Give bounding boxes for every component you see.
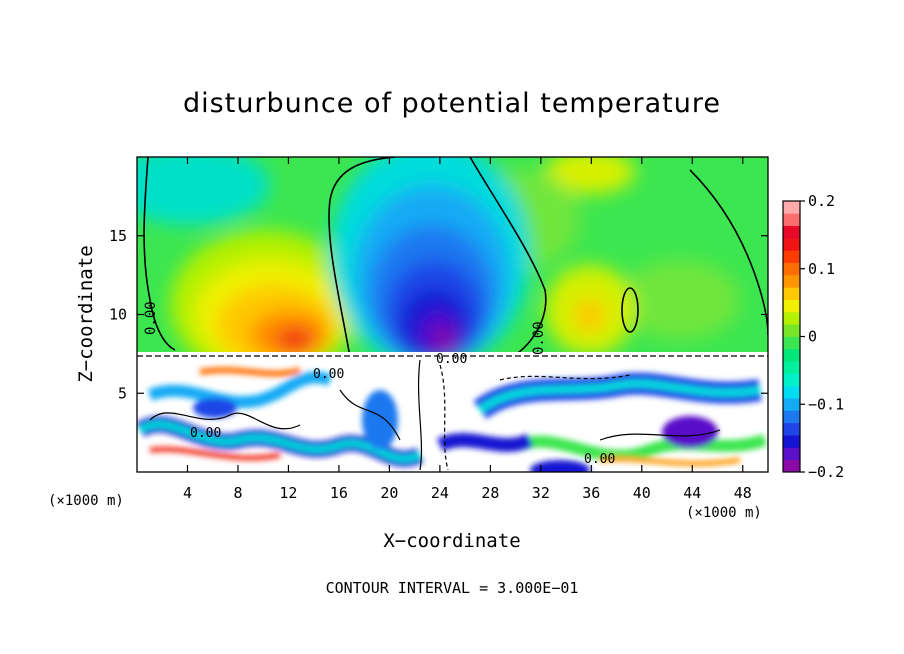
turb-band [199, 367, 301, 377]
z-tick-label: 10 [109, 306, 127, 324]
interface-band [137, 352, 768, 357]
turb-band [149, 446, 281, 461]
x-unit-label: (×1000 m) [48, 493, 124, 509]
plot-area: 0.00 0.00 0.00 0.00 0.00 0.00 4 8 12 16 20 24… [109, 156, 769, 502]
turb-blob [530, 460, 590, 472]
z-tick-label: 15 [109, 227, 127, 245]
x-tick-label: 24 [431, 484, 449, 502]
warm-peak [277, 328, 313, 352]
upper-field [137, 157, 768, 357]
x-tick-label: 16 [330, 484, 348, 502]
colorbar: 0.2 0.1 0 −0.1 −0.2 [782, 192, 844, 481]
colorbar-swatch [783, 287, 800, 300]
contour-label: 0.00 [313, 367, 344, 382]
chart-title: disturbunce of potential temperature [183, 88, 721, 119]
x-tick-label: 48 [734, 484, 752, 502]
colorbar-swatch [783, 373, 800, 387]
cold-core [435, 330, 455, 354]
lower-field [137, 357, 768, 472]
x-tick-label: 20 [380, 484, 398, 502]
yellow-patch-top [545, 157, 635, 194]
contour-line [143, 157, 176, 351]
colorbar-swatch [783, 348, 800, 362]
colorbar-swatch [783, 274, 800, 288]
colorbar-swatch [783, 324, 800, 337]
contour-label: 0.00 [190, 426, 221, 441]
turb-band [477, 379, 761, 414]
x-axis: 4 8 12 16 20 24 28 32 36 40 44 48 [183, 157, 752, 502]
z-axis: 5 10 15 [109, 227, 768, 402]
z-axis-title: Z−coordinate [75, 245, 97, 382]
colorbar-swatch [783, 361, 800, 374]
turb-band [517, 434, 767, 462]
colorbar-swatch [783, 422, 800, 436]
colorbar-swatch [783, 250, 800, 263]
colorbar-swatch [783, 447, 800, 461]
colorbar-swatch [783, 459, 800, 473]
colorbar-swatch [783, 385, 800, 399]
colorbar-swatch [783, 201, 800, 214]
contour-label: 0.00 [436, 352, 467, 367]
turb-blob [193, 398, 237, 418]
colorbar-swatch [783, 398, 800, 411]
colorbar-swatch [783, 410, 800, 424]
colorbar-tick-label: −0.2 [808, 463, 844, 481]
colorbar-swatch [783, 336, 800, 350]
colorbar-swatch [783, 299, 800, 313]
colorbar-tick-label: −0.1 [808, 395, 844, 413]
turb-blob [662, 416, 718, 448]
contour-interval-footer: CONTOUR INTERVAL = 3.000E−01 [326, 579, 579, 597]
contour-line [149, 412, 301, 430]
colorbar-tick-label: 0.2 [808, 192, 835, 210]
warm-right-core [574, 299, 606, 331]
x-tick-label: 4 [183, 484, 192, 502]
contour-line [339, 389, 401, 441]
contour-line [689, 169, 768, 336]
contour-line [417, 359, 423, 471]
colorbar-swatch [783, 213, 800, 227]
x-tick-label: 8 [233, 484, 242, 502]
z-tick-label: 5 [118, 384, 127, 402]
turb-band [138, 420, 422, 463]
colorbar-swatch [783, 262, 800, 276]
z-unit-label: (×1000 m) [686, 505, 762, 521]
contour-label: 0.00 [531, 321, 547, 355]
contour-line [328, 157, 396, 357]
x-tick-label: 32 [532, 484, 550, 502]
colorbar-swatch [783, 237, 800, 251]
contour-label: 0.00 [584, 452, 615, 467]
turb-blob [362, 390, 398, 450]
contour-line [621, 287, 639, 333]
contour-line [469, 157, 547, 356]
x-tick-label: 40 [633, 484, 651, 502]
turb-band [599, 456, 741, 467]
colorbar-swatch [783, 225, 800, 239]
colorbar-swatch [783, 435, 800, 448]
colorbar-tick-label: 0.1 [808, 260, 835, 278]
x-tick-label: 44 [683, 484, 701, 502]
colorbar-swatch [783, 311, 800, 325]
x-tick-label: 36 [582, 484, 600, 502]
x-tick-label: 12 [279, 484, 297, 502]
turb-band [436, 433, 534, 452]
cyan-patch-left [137, 157, 270, 225]
x-axis-title: X−coordinate [383, 530, 520, 552]
x-tick-label: 28 [481, 484, 499, 502]
green-lightpatch [620, 260, 740, 340]
contour-label: 0.00 [143, 301, 159, 335]
contour-line [599, 429, 721, 441]
colorbar-tick-label: 0 [808, 328, 817, 346]
turb-band [147, 371, 332, 409]
contour-line [499, 374, 631, 381]
